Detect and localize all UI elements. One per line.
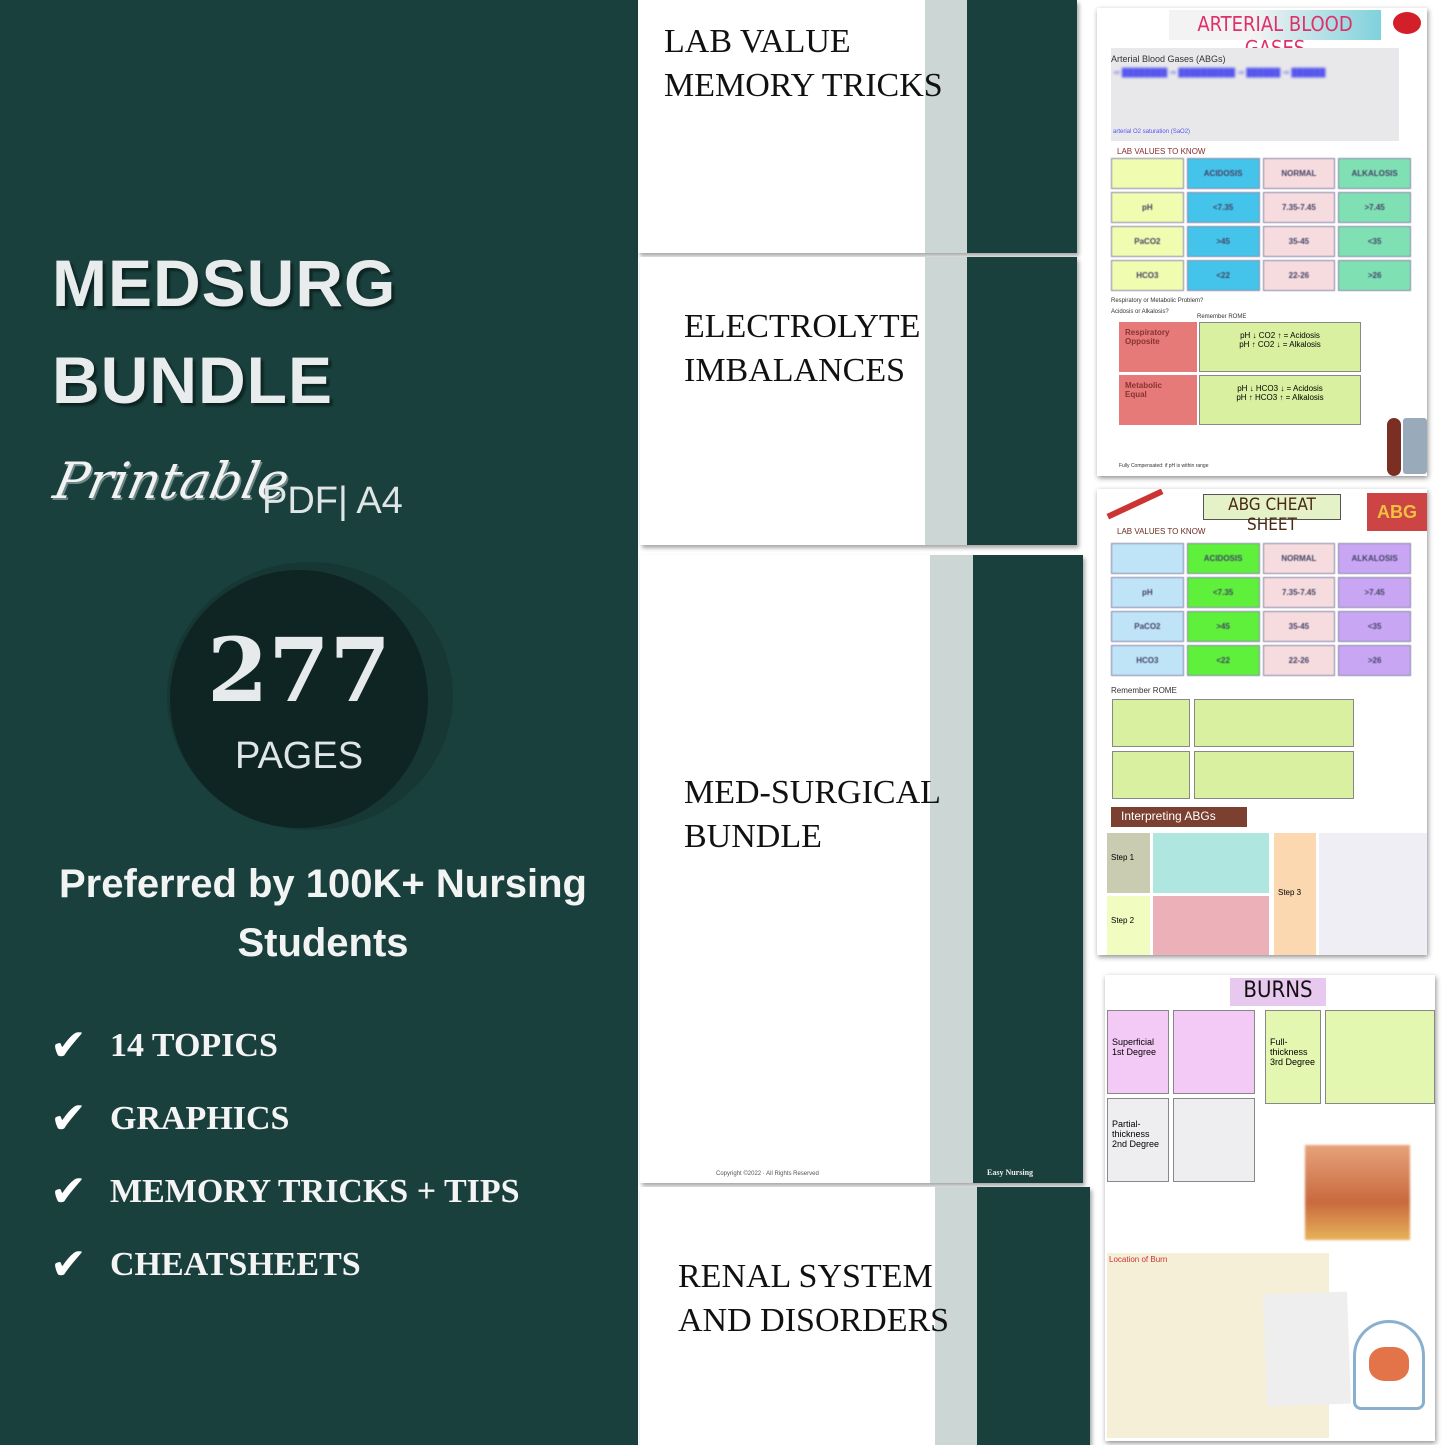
- table-cell: HCO3: [1111, 260, 1184, 291]
- checkmark-icon: ✔: [50, 1020, 87, 1071]
- table-cell: pH: [1111, 192, 1184, 223]
- table-cell: >26: [1338, 645, 1411, 676]
- table-cell: 22-26: [1262, 260, 1336, 291]
- table-cell: <7.35: [1186, 192, 1260, 223]
- table-cell: <35: [1338, 226, 1411, 257]
- printable-script: Printable: [48, 452, 295, 510]
- cover-renal: RENAL SYSTEM AND DISORDERS: [640, 1187, 1090, 1445]
- burns-title: BURNS: [1230, 978, 1326, 1006]
- feature-item: ✔ 14 TOPICS: [50, 1020, 278, 1071]
- cover-title: RENAL SYSTEM AND DISORDERS: [678, 1258, 950, 1339]
- table-cell: <35: [1338, 611, 1411, 642]
- checkmark-icon: ✔: [50, 1166, 87, 1217]
- page-count-label: PAGES: [234, 735, 364, 777]
- table-cell: >45: [1186, 226, 1260, 257]
- checkmark-icon: ✔: [50, 1093, 87, 1144]
- table-cell: PaCO2: [1111, 611, 1184, 642]
- table-cell: NORMAL: [1262, 158, 1336, 189]
- lab-values-table: ACIDOSIS NORMAL ALKALOSIS pH <7.35 7.35-7.45 >…: [1111, 543, 1411, 676]
- checkmark-icon: ✔: [50, 1239, 87, 1290]
- cheat-title: ABG CHEAT SHEET: [1203, 494, 1341, 535]
- page-count-circle: [170, 570, 428, 828]
- table-cell: [1111, 543, 1184, 574]
- table-cell: >7.45: [1338, 577, 1411, 608]
- abg-cheat-sheet-preview: ABG CHEAT SHEET ABG LAB VALUES TO KNOW A…: [1097, 489, 1427, 955]
- table-cell: 35-45: [1262, 611, 1336, 642]
- table-cell: pH: [1111, 577, 1184, 608]
- table-cell: >26: [1338, 260, 1411, 291]
- table-cell: [1111, 158, 1184, 189]
- lab-values-table: ACIDOSIS NORMAL ALKALOSIS pH <7.35 7.35-7.45 >…: [1111, 158, 1411, 291]
- title-line-1: MEDSURG: [52, 246, 397, 320]
- table-cell: ACIDOSIS: [1186, 543, 1260, 574]
- table-cell: 35-45: [1262, 226, 1336, 257]
- table-cell: ALKALOSIS: [1338, 543, 1411, 574]
- table-cell: NORMAL: [1262, 543, 1336, 574]
- cover-lab-value: LAB VALUE MEMORY TRICKS: [638, 0, 1077, 253]
- cover-title: MED-SURGICAL BUNDLE: [684, 774, 941, 855]
- interpret-heading: Interpreting ABGs: [1111, 807, 1247, 827]
- table-cell: ALKALOSIS: [1338, 158, 1411, 189]
- table-cell: <22: [1186, 645, 1260, 676]
- table-cell: >7.45: [1338, 192, 1411, 223]
- table-cell: HCO3: [1111, 645, 1184, 676]
- cover-title: ELECTROLYTE IMBALANCES: [684, 308, 921, 389]
- abg-page-preview: ARTERIAL BLOOD GASES Arterial Blood Gase…: [1097, 8, 1427, 476]
- cover-med-surgical: MED-SURGICAL BUNDLE Copyright ©2022 · Al…: [640, 555, 1083, 1183]
- table-cell: 7.35-7.45: [1262, 192, 1336, 223]
- lungs-icon: [1353, 1320, 1425, 1410]
- cover-title: LAB VALUE MEMORY TRICKS: [664, 23, 943, 104]
- tagline: Preferred by 100K+ Nursing Students: [59, 862, 587, 965]
- burns-page-preview: BURNS Superficial 1st Degree Partial- th…: [1105, 975, 1435, 1441]
- format-label: PDF| A4: [262, 480, 403, 522]
- table-cell: <22: [1186, 260, 1260, 291]
- table-cell: 7.35-7.45: [1262, 577, 1336, 608]
- title-line-2: BUNDLE: [52, 343, 333, 417]
- feature-item: ✔ CHEATSHEETS: [50, 1239, 361, 1290]
- brand: Easy Nursing: [987, 1168, 1034, 1177]
- table-cell: <7.35: [1186, 577, 1260, 608]
- feature-item: ✔ GRAPHICS: [50, 1093, 290, 1144]
- skin-layers-illustration: [1305, 1145, 1410, 1240]
- table-cell: >45: [1186, 611, 1260, 642]
- table-cell: ACIDOSIS: [1186, 158, 1260, 189]
- page-count: 277: [207, 618, 391, 722]
- feature-item: ✔ MEMORY TRICKS + TIPS: [50, 1166, 520, 1217]
- table-cell: PaCO2: [1111, 226, 1184, 257]
- promo-panel: MEDSURG BUNDLE Printable PDF| A4 277 PAG…: [0, 0, 638, 1445]
- copyright: Copyright ©2022 · All Rights Reserved: [716, 1171, 819, 1177]
- cover-electrolyte: ELECTROLYTE IMBALANCES: [640, 257, 1077, 545]
- table-cell: 22-26: [1262, 645, 1336, 676]
